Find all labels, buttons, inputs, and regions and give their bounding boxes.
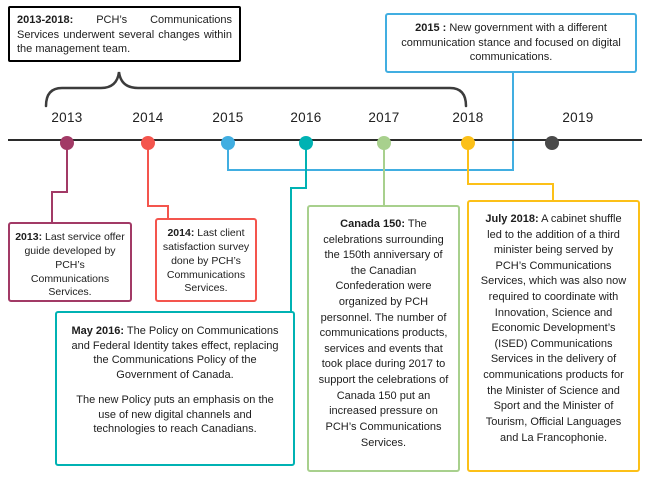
- connector-2014: [147, 143, 169, 219]
- brace-2013-2018: [44, 71, 468, 108]
- year-label-2017: 2017: [368, 110, 400, 125]
- event-box-2014: 2014: Last client satisfaction survey do…: [155, 218, 257, 302]
- year-label-2014: 2014: [132, 110, 164, 125]
- event-2014-text: 2014: Last client satisfaction survey do…: [162, 227, 250, 295]
- event-2013-text: 2013: Last service offer guide developed…: [15, 231, 125, 299]
- year-label-2018: 2018: [452, 110, 484, 125]
- event-2016-text-2: The new Policy puts an emphasis on the u…: [76, 394, 274, 436]
- event-box-2016: May 2016: The Policy on Communications a…: [55, 311, 295, 466]
- event-2016-text: May 2016: The Policy on Communications a…: [71, 325, 279, 381]
- timeline-dot-2018: [461, 136, 475, 150]
- event-box-2013: 2013: Last service offer guide developed…: [8, 222, 132, 302]
- timeline-dot-2013: [60, 136, 74, 150]
- connector-2013: [51, 143, 68, 223]
- year-label-2015: 2015: [212, 110, 244, 125]
- event-box-2017: Canada 150: The celebrations surrounding…: [307, 205, 460, 472]
- year-label-2019: 2019: [562, 110, 594, 125]
- event-2018-text: July 2018: A cabinet shuffle led to the …: [480, 213, 627, 444]
- note-2015-text: 2015 : New government with a different c…: [401, 22, 621, 64]
- year-label-2016: 2016: [290, 110, 322, 125]
- event-box-2018: July 2018: A cabinet shuffle led to the …: [467, 200, 640, 472]
- summary-box-2013-2018: 2013-2018: PCH’s Communications Services…: [8, 6, 241, 62]
- timeline-axis: [8, 139, 642, 141]
- connector-2018: [467, 143, 554, 201]
- note-box-2015: 2015 : New government with a different c…: [385, 13, 637, 73]
- timeline-dot-2017: [377, 136, 391, 150]
- year-label-2013: 2013: [51, 110, 83, 125]
- connector-2016: [290, 143, 307, 312]
- timeline-dot-2014: [141, 136, 155, 150]
- summary-text: 2013-2018: PCH’s Communications Services…: [17, 14, 233, 56]
- timeline-dot-2019: [545, 136, 559, 150]
- timeline-dot-2016: [299, 136, 313, 150]
- event-2017-text: Canada 150: The celebrations surrounding…: [318, 218, 449, 449]
- timeline-dot-2015: [221, 136, 235, 150]
